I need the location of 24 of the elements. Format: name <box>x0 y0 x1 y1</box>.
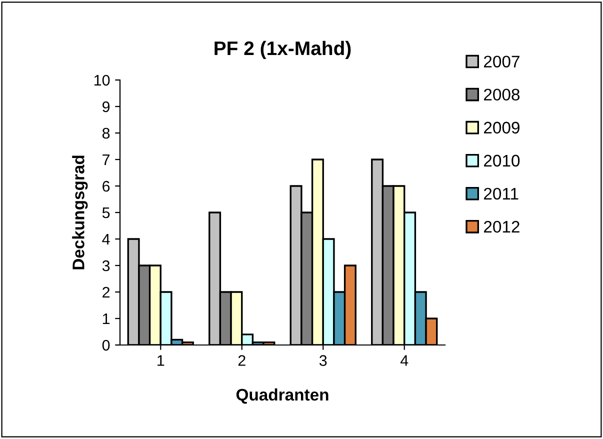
y-tick-label: 4 <box>102 234 110 245</box>
y-tick-label: 0 <box>102 340 110 351</box>
x-tick-label: 3 <box>319 355 327 366</box>
y-tick-label: 7 <box>102 154 110 166</box>
y-axis-title: Deckungsgrad <box>72 156 88 270</box>
legend-label: 2012 <box>484 220 520 233</box>
legend-label: 2011 <box>484 188 518 200</box>
y-tick-label: 9 <box>102 101 110 112</box>
y-tick-label: 5 <box>102 208 110 218</box>
chart-title: PF 2 (1x-Mahd) <box>214 40 351 60</box>
y-tick-label: 3 <box>102 260 110 272</box>
x-tick-label: 4 <box>400 355 408 366</box>
y-tick-label: 6 <box>102 180 110 192</box>
x-axis-title: Quadranten <box>236 388 328 404</box>
legend-label: 2008 <box>484 88 520 101</box>
y-tick-label: 10 <box>94 74 110 86</box>
legend-label: 2007 <box>484 56 520 68</box>
x-tick-label: 1 <box>158 355 164 366</box>
legend-label: 2010 <box>484 154 520 167</box>
legend-label: 2009 <box>484 122 520 134</box>
y-tick-label: 1 <box>102 314 110 324</box>
y-tick-label: 2 <box>102 286 110 298</box>
y-tick-label: 8 <box>102 128 110 139</box>
x-tick-label: 2 <box>238 355 246 366</box>
